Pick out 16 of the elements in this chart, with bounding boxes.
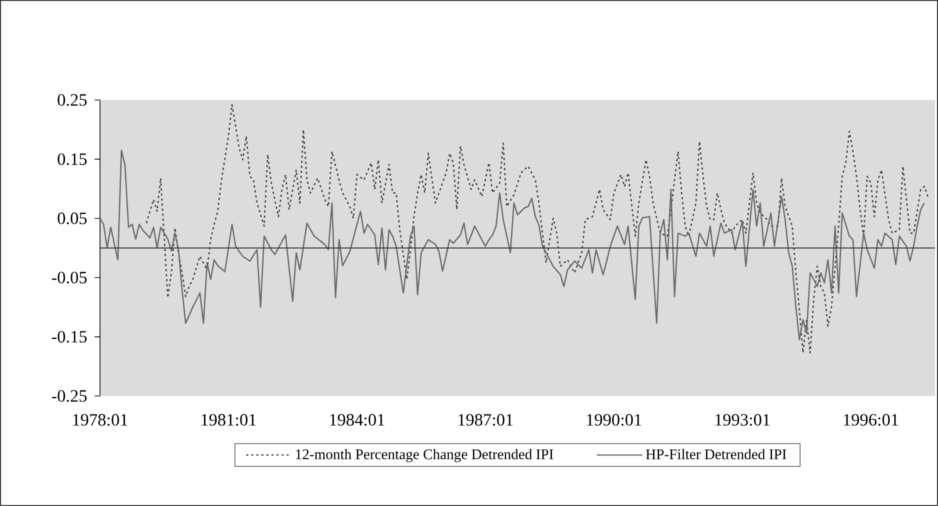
legend-label: 12-month Percentage Change Detrended IPI [296, 448, 554, 462]
line-series [100, 150, 925, 340]
y-tick-label: -0.05 [52, 272, 87, 284]
y-tick-label: 0.05 [58, 212, 87, 224]
x-tick-label: 1978:01 [73, 414, 128, 426]
x-tick-label: 1987:01 [458, 414, 513, 426]
legend-label: HP-Filter Detrended IPI [646, 448, 786, 460]
y-tick-label: 0.25 [58, 94, 87, 106]
x-tick-label: 1990:01 [587, 414, 642, 426]
y-tick-label: -0.25 [52, 390, 87, 402]
x-tick-label: 1984:01 [330, 414, 384, 426]
y-tick-label: 0.15 [58, 153, 87, 166]
x-tick-label: 1993:01 [716, 414, 770, 426]
y-tick-label: -0.15 [52, 330, 87, 343]
x-tick-label: 1981:01 [202, 414, 256, 426]
x-tick-label: 1996:01 [844, 414, 898, 426]
